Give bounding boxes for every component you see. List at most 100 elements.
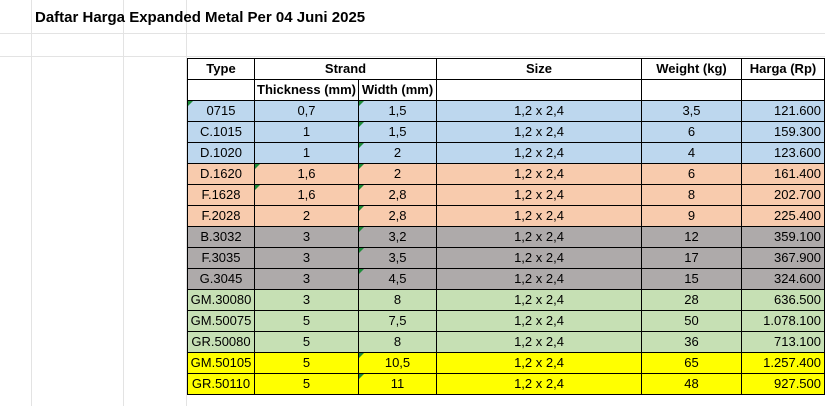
cell-size[interactable]: 1,2 x 2,4: [436, 247, 642, 269]
cell-type[interactable]: D.1020: [187, 142, 255, 164]
cell-size[interactable]: 1,2 x 2,4: [436, 331, 642, 353]
cell-size[interactable]: 1,2 x 2,4: [436, 100, 642, 122]
cell-width[interactable]: 8: [358, 289, 437, 311]
cell-size[interactable]: 1,2 x 2,4: [436, 352, 642, 374]
header-type[interactable]: Type: [187, 58, 255, 80]
cell-size[interactable]: 1,2 x 2,4: [436, 310, 642, 332]
cell-thickness[interactable]: 3: [254, 247, 359, 269]
cell-width[interactable]: 2: [358, 163, 437, 185]
cell-thickness[interactable]: 5: [254, 352, 359, 374]
cell-thickness[interactable]: 3: [254, 268, 359, 290]
cell-size[interactable]: 1,2 x 2,4: [436, 289, 642, 311]
cell-weight[interactable]: 4: [641, 142, 742, 164]
header-width[interactable]: Width (mm): [358, 79, 437, 101]
cell-type[interactable]: 0715: [187, 100, 255, 122]
cell-weight[interactable]: 36: [641, 331, 742, 353]
header-harga[interactable]: Harga (Rp): [741, 58, 825, 80]
cell-width[interactable]: 11: [358, 373, 437, 395]
header-blank[interactable]: [436, 79, 642, 101]
cell-size[interactable]: 1,2 x 2,4: [436, 142, 642, 164]
cell-width[interactable]: 7,5: [358, 310, 437, 332]
cell-width[interactable]: 2,8: [358, 184, 437, 206]
cell-thickness[interactable]: 0,7: [254, 100, 359, 122]
cell-width[interactable]: 2,8: [358, 205, 437, 227]
cell-weight[interactable]: 6: [641, 121, 742, 143]
cell-weight[interactable]: 48: [641, 373, 742, 395]
cell-type[interactable]: F.2028: [187, 205, 255, 227]
table-row: GM.50075 5 7,5 1,2 x 2,4 50 1.078.100: [187, 310, 825, 332]
cell-width[interactable]: 1,5: [358, 100, 437, 122]
cell-size[interactable]: 1,2 x 2,4: [436, 163, 642, 185]
header-blank[interactable]: [741, 79, 825, 101]
cell-size[interactable]: 1,2 x 2,4: [436, 226, 642, 248]
cell-size[interactable]: 1,2 x 2,4: [436, 184, 642, 206]
cell-thickness[interactable]: 1: [254, 142, 359, 164]
cell-weight[interactable]: 3,5: [641, 100, 742, 122]
grid-line: [0, 33, 825, 34]
header-strand[interactable]: Strand: [254, 58, 437, 80]
cell-weight[interactable]: 65: [641, 352, 742, 374]
cell-harga[interactable]: 359.100: [741, 226, 825, 248]
cell-harga[interactable]: 1.257.400: [741, 352, 825, 374]
cell-weight[interactable]: 6: [641, 163, 742, 185]
cell-thickness[interactable]: 2: [254, 205, 359, 227]
cell-type[interactable]: GM.30080: [187, 289, 255, 311]
cell-type[interactable]: GR.50110: [187, 373, 255, 395]
header-blank[interactable]: [641, 79, 742, 101]
cell-thickness[interactable]: 5: [254, 331, 359, 353]
cell-type[interactable]: F.3035: [187, 247, 255, 269]
cell-harga[interactable]: 1.078.100: [741, 310, 825, 332]
cell-type[interactable]: GR.50080: [187, 331, 255, 353]
cell-weight[interactable]: 17: [641, 247, 742, 269]
cell-thickness[interactable]: 3: [254, 226, 359, 248]
cell-weight[interactable]: 50: [641, 310, 742, 332]
cell-weight[interactable]: 15: [641, 268, 742, 290]
cell-type[interactable]: D.1620: [187, 163, 255, 185]
cell-thickness[interactable]: 1,6: [254, 184, 359, 206]
cell-width[interactable]: 4,5: [358, 268, 437, 290]
sheet-title[interactable]: Daftar Harga Expanded Metal Per 04 Juni …: [35, 9, 366, 26]
header-blank[interactable]: [187, 79, 255, 101]
cell-harga[interactable]: 367.900: [741, 247, 825, 269]
cell-thickness[interactable]: 5: [254, 373, 359, 395]
cell-harga[interactable]: 123.600: [741, 142, 825, 164]
cell-width[interactable]: 1,5: [358, 121, 437, 143]
table-row: F.3035 3 3,5 1,2 x 2,4 17 367.900: [187, 247, 825, 269]
cell-size[interactable]: 1,2 x 2,4: [436, 373, 642, 395]
cell-thickness[interactable]: 5: [254, 310, 359, 332]
cell-weight[interactable]: 8: [641, 184, 742, 206]
cell-harga[interactable]: 121.600: [741, 100, 825, 122]
cell-harga[interactable]: 202.700: [741, 184, 825, 206]
cell-width[interactable]: 3,5: [358, 247, 437, 269]
cell-weight[interactable]: 28: [641, 289, 742, 311]
cell-size[interactable]: 1,2 x 2,4: [436, 205, 642, 227]
cell-weight[interactable]: 9: [641, 205, 742, 227]
cell-harga[interactable]: 324.600: [741, 268, 825, 290]
header-size[interactable]: Size: [436, 58, 642, 80]
cell-thickness[interactable]: 1: [254, 121, 359, 143]
cell-harga[interactable]: 159.300: [741, 121, 825, 143]
cell-harga[interactable]: 225.400: [741, 205, 825, 227]
cell-width[interactable]: 3,2: [358, 226, 437, 248]
cell-size[interactable]: 1,2 x 2,4: [436, 121, 642, 143]
cell-type[interactable]: G.3045: [187, 268, 255, 290]
cell-type[interactable]: F.1628: [187, 184, 255, 206]
cell-type[interactable]: GM.50105: [187, 352, 255, 374]
cell-type[interactable]: GM.50075: [187, 310, 255, 332]
cell-harga[interactable]: 636.500: [741, 289, 825, 311]
cell-harga[interactable]: 927.500: [741, 373, 825, 395]
cell-width[interactable]: 10,5: [358, 352, 437, 374]
cell-type[interactable]: B.3032: [187, 226, 255, 248]
cell-thickness[interactable]: 3: [254, 289, 359, 311]
cell-type[interactable]: C.1015: [187, 121, 255, 143]
cell-harga[interactable]: 161.400: [741, 163, 825, 185]
cell-width[interactable]: 8: [358, 331, 437, 353]
cell-harga[interactable]: 713.100: [741, 331, 825, 353]
cell-size[interactable]: 1,2 x 2,4: [436, 268, 642, 290]
header-thickness[interactable]: Thickness (mm): [254, 79, 359, 101]
cell-width[interactable]: 2: [358, 142, 437, 164]
table-row: D.1620 1,6 2 1,2 x 2,4 6 161.400: [187, 163, 825, 185]
cell-thickness[interactable]: 1,6: [254, 163, 359, 185]
header-weight[interactable]: Weight (kg): [641, 58, 742, 80]
cell-weight[interactable]: 12: [641, 226, 742, 248]
